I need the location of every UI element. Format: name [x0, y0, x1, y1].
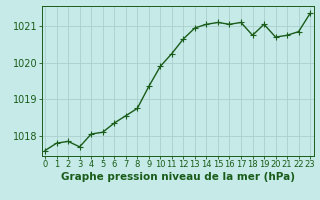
X-axis label: Graphe pression niveau de la mer (hPa): Graphe pression niveau de la mer (hPa): [60, 172, 295, 182]
